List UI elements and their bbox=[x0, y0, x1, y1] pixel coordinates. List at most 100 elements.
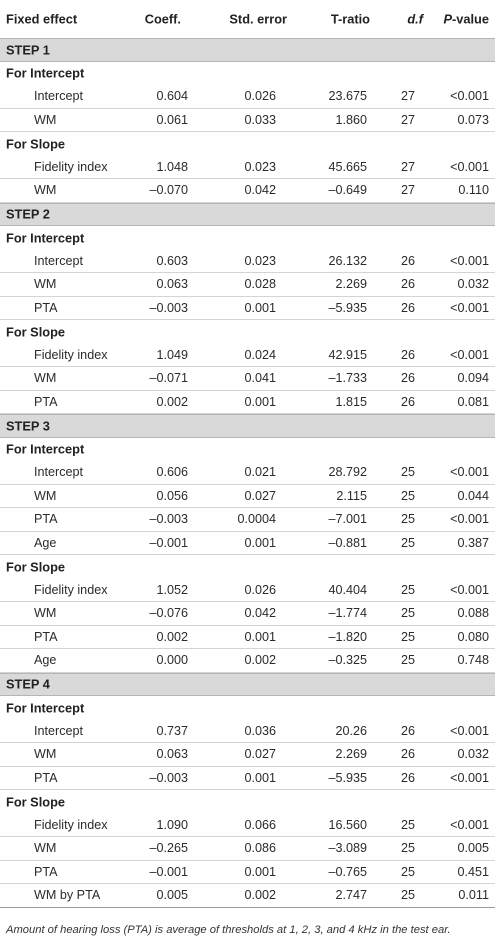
cell-t-ratio: 2.747 bbox=[335, 888, 367, 903]
regression-table: Fixed effect Coeff. Std. error T-ratio d… bbox=[0, 11, 495, 908]
cell-coeff: –0.003 bbox=[149, 770, 188, 785]
header-p-value: P-value bbox=[443, 12, 489, 27]
table-row: WM –0.076 0.042 –1.774 25 0.088 bbox=[0, 602, 495, 626]
table-row: Fidelity index 1.048 0.023 45.665 27 <0.001 bbox=[0, 156, 495, 179]
cell-std-error: 0.027 bbox=[244, 488, 276, 503]
group-label: For Slope bbox=[6, 559, 66, 575]
table-row: Age –0.001 0.001 –0.881 25 0.387 bbox=[0, 532, 495, 555]
cell-coeff: 0.063 bbox=[156, 747, 188, 762]
cell-effect-name: Age bbox=[34, 653, 57, 668]
cell-std-error: 0.0004 bbox=[237, 512, 276, 527]
cell-df: 25 bbox=[400, 488, 415, 503]
group-label: For Intercept bbox=[6, 441, 85, 457]
cell-p-value: 0.032 bbox=[457, 747, 489, 762]
step-header: STEP 3 bbox=[0, 414, 495, 438]
cell-effect-name: PTA bbox=[34, 770, 58, 785]
cell-df: 25 bbox=[400, 535, 415, 550]
header-fixed-effect: Fixed effect bbox=[6, 11, 78, 27]
cell-coeff: 0.061 bbox=[156, 112, 188, 127]
cell-df: 26 bbox=[400, 723, 415, 738]
cell-p-value: <0.001 bbox=[450, 512, 489, 527]
cell-std-error: 0.001 bbox=[244, 629, 276, 644]
group-label: For Intercept bbox=[6, 230, 85, 246]
cell-std-error: 0.021 bbox=[244, 465, 276, 480]
table-row: PTA –0.001 0.001 –0.765 25 0.451 bbox=[0, 861, 495, 884]
cell-std-error: 0.027 bbox=[244, 747, 276, 762]
cell-std-error: 0.042 bbox=[244, 606, 276, 621]
cell-df: 26 bbox=[400, 347, 415, 362]
cell-p-value: 0.110 bbox=[458, 183, 489, 198]
group-header: For Intercept bbox=[0, 62, 495, 86]
cell-p-value: 0.011 bbox=[458, 888, 489, 903]
group-label: For Intercept bbox=[6, 700, 85, 716]
cell-df: 26 bbox=[400, 747, 415, 762]
cell-p-value: <0.001 bbox=[450, 159, 489, 174]
cell-std-error: 0.001 bbox=[244, 394, 276, 409]
cell-coeff: –0.001 bbox=[149, 864, 188, 879]
table-row: WM –0.070 0.042 –0.649 27 0.110 bbox=[0, 179, 495, 203]
cell-effect-name: WM bbox=[34, 841, 57, 856]
cell-p-value: <0.001 bbox=[450, 582, 489, 597]
cell-t-ratio: 42.915 bbox=[328, 347, 367, 362]
table-row: WM 0.056 0.027 2.115 25 0.044 bbox=[0, 485, 495, 508]
cell-coeff: 1.052 bbox=[156, 582, 188, 597]
cell-coeff: 0.603 bbox=[156, 253, 188, 268]
table-body: STEP 1 For Intercept Intercept 0.604 0.026 23… bbox=[0, 38, 495, 908]
table-row: Age 0.000 0.002 –0.325 25 0.748 bbox=[0, 649, 495, 673]
table-row: Fidelity index 1.052 0.026 40.404 25 <0.001 bbox=[0, 579, 495, 602]
cell-df: 26 bbox=[400, 253, 415, 268]
cell-std-error: 0.001 bbox=[244, 770, 276, 785]
cell-t-ratio: 45.665 bbox=[328, 159, 367, 174]
cell-effect-name: PTA bbox=[34, 864, 58, 879]
cell-t-ratio: 40.404 bbox=[328, 582, 367, 597]
cell-p-value: 0.005 bbox=[457, 841, 489, 856]
cell-effect-name: Intercept bbox=[34, 89, 84, 104]
table-row: Intercept 0.606 0.021 28.792 25 <0.001 bbox=[0, 461, 495, 485]
table-row: Intercept 0.604 0.026 23.675 27 <0.001 bbox=[0, 85, 495, 109]
step-header: STEP 4 bbox=[0, 672, 495, 696]
cell-std-error: 0.023 bbox=[244, 159, 276, 174]
cell-t-ratio: 23.675 bbox=[328, 89, 367, 104]
step-header: STEP 1 bbox=[0, 38, 495, 62]
cell-p-value: 0.044 bbox=[457, 488, 489, 503]
cell-effect-name: WM bbox=[34, 277, 57, 292]
cell-std-error: 0.042 bbox=[244, 183, 276, 198]
cell-t-ratio: 28.792 bbox=[328, 465, 367, 480]
cell-effect-name: Fidelity index bbox=[34, 582, 108, 597]
cell-t-ratio: 1.860 bbox=[335, 112, 367, 127]
cell-p-value: <0.001 bbox=[450, 465, 489, 480]
cell-effect-name: Fidelity index bbox=[34, 817, 108, 832]
group-label: For Slope bbox=[6, 794, 66, 810]
cell-coeff: –0.265 bbox=[149, 841, 188, 856]
group-label: For Slope bbox=[6, 136, 66, 152]
cell-std-error: 0.002 bbox=[244, 653, 276, 668]
cell-coeff: 1.048 bbox=[156, 159, 188, 174]
cell-effect-name: WM bbox=[34, 112, 57, 127]
cell-coeff: 0.063 bbox=[156, 277, 188, 292]
cell-t-ratio: 16.560 bbox=[328, 817, 367, 832]
cell-effect-name: WM bbox=[34, 488, 57, 503]
cell-p-value: <0.001 bbox=[450, 770, 489, 785]
cell-t-ratio: –5.935 bbox=[328, 300, 367, 315]
cell-df: 26 bbox=[400, 394, 415, 409]
cell-df: 25 bbox=[400, 606, 415, 621]
table-row: WM –0.071 0.041 –1.733 26 0.094 bbox=[0, 367, 495, 391]
cell-coeff: –0.076 bbox=[149, 606, 188, 621]
cell-effect-name: Fidelity index bbox=[34, 159, 108, 174]
table-row: PTA –0.003 0.001 –5.935 26 <0.001 bbox=[0, 297, 495, 320]
cell-std-error: 0.024 bbox=[244, 347, 276, 362]
cell-coeff: 1.090 bbox=[156, 817, 188, 832]
cell-p-value: 0.080 bbox=[457, 629, 489, 644]
cell-p-value: <0.001 bbox=[450, 347, 489, 362]
cell-df: 26 bbox=[400, 277, 415, 292]
cell-t-ratio: 2.115 bbox=[336, 488, 367, 503]
cell-df: 27 bbox=[400, 89, 415, 104]
group-header: For Intercept bbox=[0, 226, 495, 250]
header-p-rest: -value bbox=[452, 11, 489, 27]
group-header: For Slope bbox=[0, 555, 495, 579]
cell-df: 27 bbox=[400, 159, 415, 174]
group-header: For Slope bbox=[0, 320, 495, 344]
table-row: WM –0.265 0.086 –3.089 25 0.005 bbox=[0, 837, 495, 861]
cell-df: 25 bbox=[400, 817, 415, 832]
cell-coeff: –0.001 bbox=[149, 535, 188, 550]
